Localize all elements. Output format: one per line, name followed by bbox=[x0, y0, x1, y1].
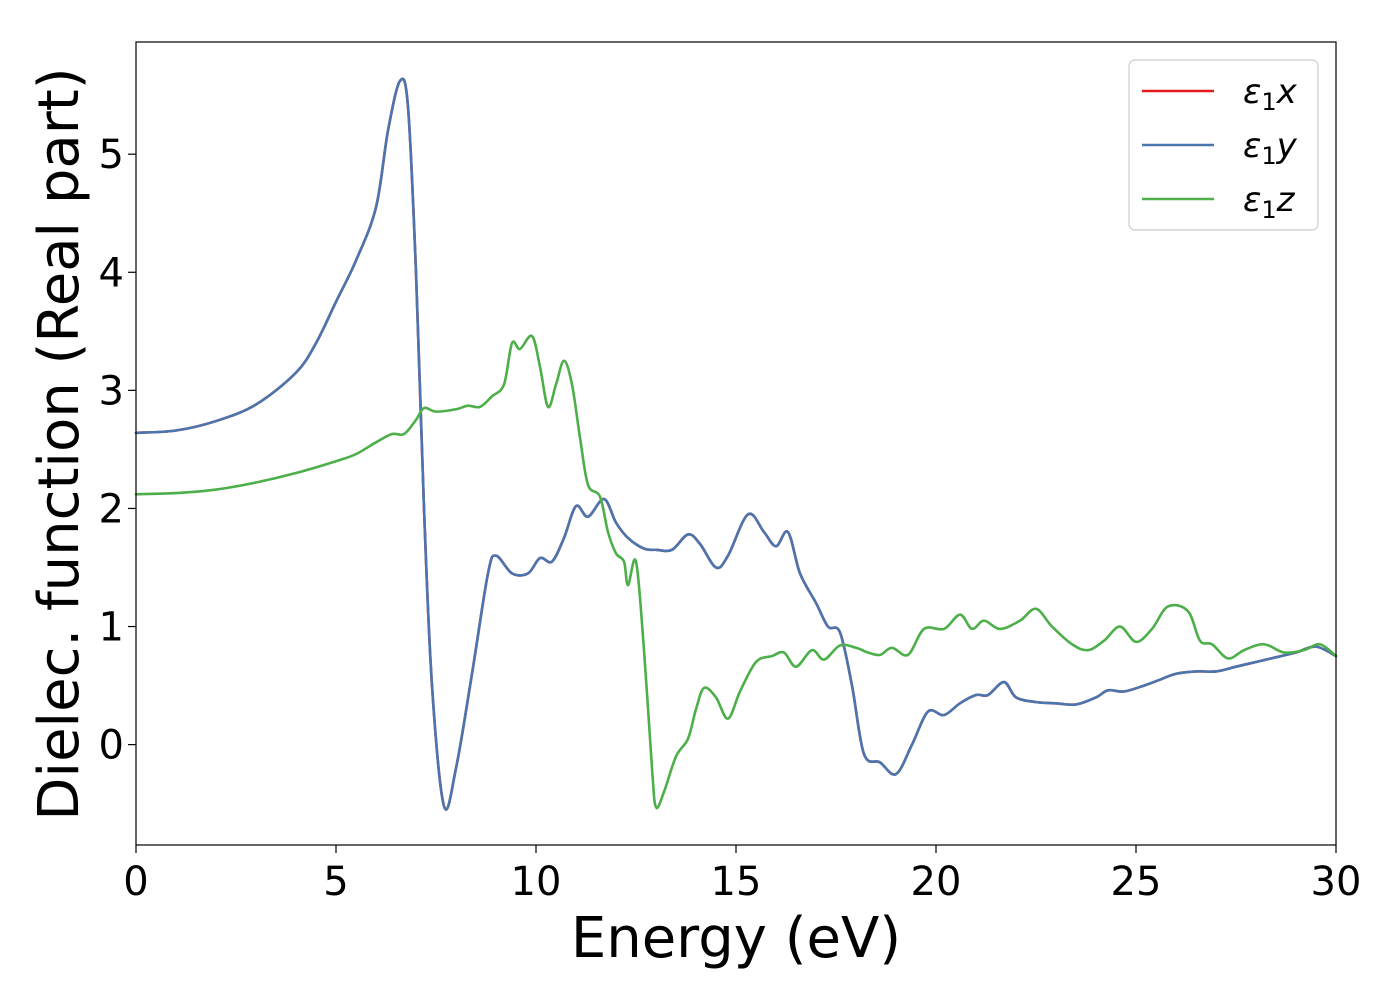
legend: ε1x ε1y ε1z bbox=[1128, 59, 1319, 231]
y-tick-label: 0 bbox=[99, 723, 124, 769]
y-axis-title: Dielec. function (Real part) bbox=[27, 67, 92, 820]
series-line-y bbox=[134, 77, 1338, 811]
y-axis: 0 1 2 3 4 5 bbox=[99, 132, 136, 769]
x-axis: 0 5 10 15 20 25 30 bbox=[123, 845, 1361, 905]
x-tick-label: 30 bbox=[1311, 859, 1362, 905]
legend-label-z: ε1z bbox=[1243, 180, 1296, 224]
x-tick-label: 20 bbox=[911, 859, 962, 905]
series-line-z bbox=[134, 334, 1338, 810]
x-tick-label: 15 bbox=[711, 859, 762, 905]
legend-label-y: ε1y bbox=[1243, 126, 1298, 170]
x-tick-label: 5 bbox=[323, 859, 348, 905]
y-tick-label: 1 bbox=[99, 605, 124, 651]
legend-label-x: ε1x bbox=[1243, 72, 1298, 116]
y-tick-label: 3 bbox=[99, 368, 124, 414]
series-lines bbox=[134, 77, 1338, 811]
y-tick-label: 4 bbox=[99, 250, 124, 296]
y-tick-label: 2 bbox=[99, 486, 124, 532]
x-tick-label: 25 bbox=[1111, 859, 1162, 905]
x-tick-label: 0 bbox=[123, 859, 148, 905]
y-tick-label: 5 bbox=[99, 132, 124, 178]
x-axis-title: Energy (eV) bbox=[571, 906, 901, 971]
x-tick-label: 10 bbox=[511, 859, 562, 905]
legend-box bbox=[1128, 59, 1319, 231]
